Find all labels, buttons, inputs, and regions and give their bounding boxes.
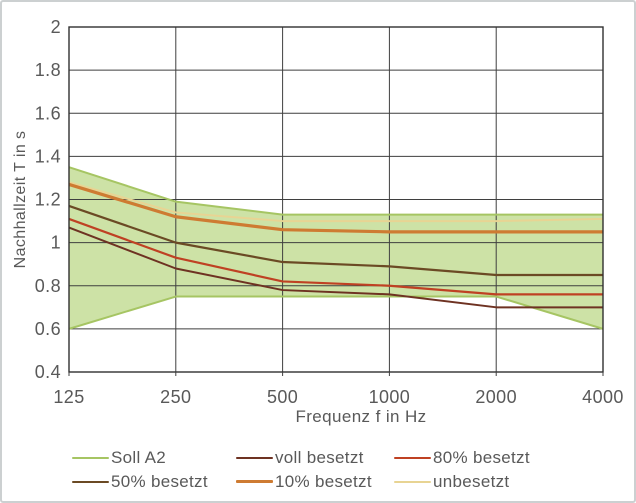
legend: Soll A2 voll besetzt 80% besetzt 50% besetz… (72, 446, 530, 493)
legend-label: Soll A2 (111, 447, 167, 467)
soll-band-upper-edge (68, 166, 603, 216)
gridlines (68, 26, 604, 373)
soll-band-lower-edge (68, 295, 604, 330)
legend-label: 10% besetzt (275, 471, 372, 491)
y-tick-label: 1 (51, 233, 61, 253)
legend-item-50-besetzt: 50% besetzt (72, 470, 236, 493)
legend-item-10-besetzt: 10% besetzt (236, 470, 394, 493)
x-tick-label: 500 (267, 387, 298, 407)
legend-item-unbesetzt: unbesetzt (394, 470, 530, 493)
legend-label: 80% besetzt (433, 447, 530, 467)
y-tick-label: 1.4 (35, 146, 61, 166)
series-line-50-besetzt (68, 204, 603, 277)
chart-plot-area: 0.4 0.6 0.8 1 1.2 1.4 1.6 1.8 2 125 250 500 1000 2000… (35, 17, 624, 407)
legend-label: voll besetzt (275, 447, 364, 467)
series-line-unbesetzt (68, 181, 604, 223)
y-tick-label: 1.2 (35, 190, 61, 210)
series-line-10-besetzt (68, 182, 603, 234)
legend-label: unbesetzt (433, 471, 510, 491)
legend-item-voll-besetzt: voll besetzt (236, 446, 394, 469)
y-tick-label: 1.6 (35, 103, 61, 123)
x-axis-title: Frequenz f in Hz (295, 407, 427, 426)
legend-swatch-voll-besetzt (236, 456, 273, 459)
soll-band-fill (69, 167, 603, 329)
x-tick-label: 1000 (369, 387, 411, 407)
series-line-voll-besetzt (68, 226, 603, 309)
plot-border (68, 26, 604, 373)
series-line-80-besetzt (68, 217, 603, 296)
legend-item-80-besetzt: 80% besetzt (394, 446, 530, 469)
x-tick-label: 2000 (475, 387, 517, 407)
x-tick-label: 250 (160, 387, 191, 407)
legend-item-soll-a2: Soll A2 (72, 446, 236, 469)
y-axis-title: Nachhallzeit T in s (12, 130, 29, 269)
y-tick-label: 0.8 (35, 276, 61, 296)
y-tick-label: 0.6 (35, 319, 61, 339)
x-axis-ticks (68, 372, 604, 376)
legend-swatch-50-besetzt (72, 480, 109, 483)
y-tick-label: 2 (51, 17, 61, 37)
legend-swatch-10-besetzt (236, 480, 273, 483)
legend-swatch-80-besetzt (394, 456, 431, 459)
x-tick-label: 4000 (582, 387, 624, 407)
x-tick-label: 125 (53, 387, 84, 407)
legend-label: 50% besetzt (111, 471, 208, 491)
legend-swatch-soll-a2 (72, 456, 109, 459)
y-tick-label: 1.8 (35, 60, 61, 80)
y-tick-label: 0.4 (35, 362, 61, 382)
legend-swatch-unbesetzt (394, 480, 431, 483)
